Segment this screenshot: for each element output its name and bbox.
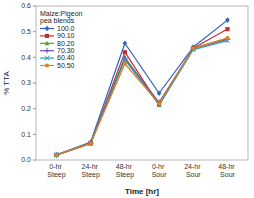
x-tick-label-line: 24-hr	[82, 163, 100, 170]
point	[123, 62, 127, 66]
point	[123, 50, 127, 54]
y-tick-label: 0.1	[21, 131, 31, 138]
point	[89, 141, 93, 145]
y-tick-label: 0.5	[21, 28, 31, 35]
y-tick	[33, 6, 36, 7]
legend-label: 60.40	[57, 54, 75, 61]
x-tick-label: 24-hr Steep	[82, 163, 100, 179]
y-tick-label: 0.3	[21, 79, 31, 86]
y-tick	[33, 160, 36, 161]
point	[54, 153, 58, 157]
point	[88, 141, 93, 146]
point	[225, 36, 230, 40]
y-tick	[33, 31, 36, 32]
point	[123, 40, 128, 46]
y-tick	[33, 134, 36, 135]
x-tick-label-line: 48-hr	[116, 163, 134, 170]
point	[122, 56, 128, 62]
y-tick-label: 0.6	[21, 2, 31, 9]
series-line	[57, 41, 228, 155]
legend-marker	[44, 48, 50, 54]
point	[191, 46, 195, 50]
x-tick-label: 48-hr Steep	[116, 163, 134, 179]
point	[88, 139, 93, 145]
x-tick-label-line: 48-hr	[218, 163, 236, 170]
x-tick-label-line: Sour	[220, 171, 235, 178]
background	[0, 0, 254, 198]
y-tick	[33, 57, 36, 58]
point	[89, 141, 93, 145]
y-tick-label: 0.0	[21, 156, 31, 163]
x-tick-label-line: Steep	[116, 171, 134, 179]
x-tick-label: 24-hr Sour	[184, 163, 202, 178]
point	[54, 152, 59, 158]
series-line	[57, 39, 228, 155]
x-tick-label: 0-hr Sour	[152, 163, 167, 178]
point	[54, 153, 59, 158]
series-line	[57, 38, 228, 155]
x-tick-label-line: 0-hr	[49, 163, 63, 170]
y-tick	[33, 108, 36, 109]
point	[88, 141, 93, 145]
series-line	[57, 29, 228, 155]
legend-label: 90.10	[57, 32, 75, 39]
legend: Maize:Pigeonpea blends100.090.1080.2070.…	[40, 10, 83, 69]
point	[123, 58, 128, 63]
legend-marker	[45, 63, 49, 67]
point	[191, 44, 196, 50]
point	[191, 46, 196, 50]
x-axis-label: Time [hr]	[125, 187, 159, 196]
x-tick-label-line: Steep	[47, 171, 65, 179]
y-tick-label: 0.4	[21, 54, 31, 61]
point	[54, 152, 60, 158]
legend-marker	[45, 56, 50, 61]
x-tick-label-line: 24-hr	[184, 163, 202, 170]
y-tick-label: 0.2	[21, 105, 31, 112]
point	[88, 141, 94, 147]
x-tick-label: 0-hr Steep	[47, 163, 65, 179]
y-axis-label: % TTA	[2, 70, 11, 94]
x-tick-label-line: Sour	[152, 171, 167, 178]
legend-title: Maize:Pigeonpea blends	[40, 10, 83, 25]
x-tick-label: 48-hr Sour	[218, 163, 236, 178]
y-tick	[33, 83, 36, 84]
chart: 0.00.10.20.30.40.50.60-hr Steep24-hr Ste…	[0, 0, 254, 198]
point	[191, 46, 197, 52]
plot-frame	[36, 6, 248, 160]
point	[225, 17, 230, 23]
series-line	[57, 38, 228, 155]
x-tick-label-line: Steep	[82, 171, 100, 179]
legend-label: 100.0	[57, 25, 75, 32]
legend-label: 70.30	[57, 47, 75, 54]
legend-label: 50.50	[57, 62, 75, 69]
legend-marker	[45, 34, 49, 38]
legend-label: 80.20	[57, 40, 75, 47]
legend-marker	[45, 26, 50, 32]
point	[54, 152, 59, 156]
point	[225, 37, 231, 43]
point	[225, 36, 229, 40]
point	[157, 91, 162, 97]
x-tick-label-line: 0-hr	[152, 163, 166, 170]
point	[54, 153, 58, 157]
legend-marker	[45, 41, 50, 45]
x-tick-label-line: Sour	[186, 171, 201, 178]
plot-area	[54, 17, 230, 157]
point	[157, 101, 161, 105]
series-line	[57, 20, 228, 155]
point	[157, 102, 162, 106]
point	[225, 27, 229, 31]
point	[191, 46, 195, 50]
